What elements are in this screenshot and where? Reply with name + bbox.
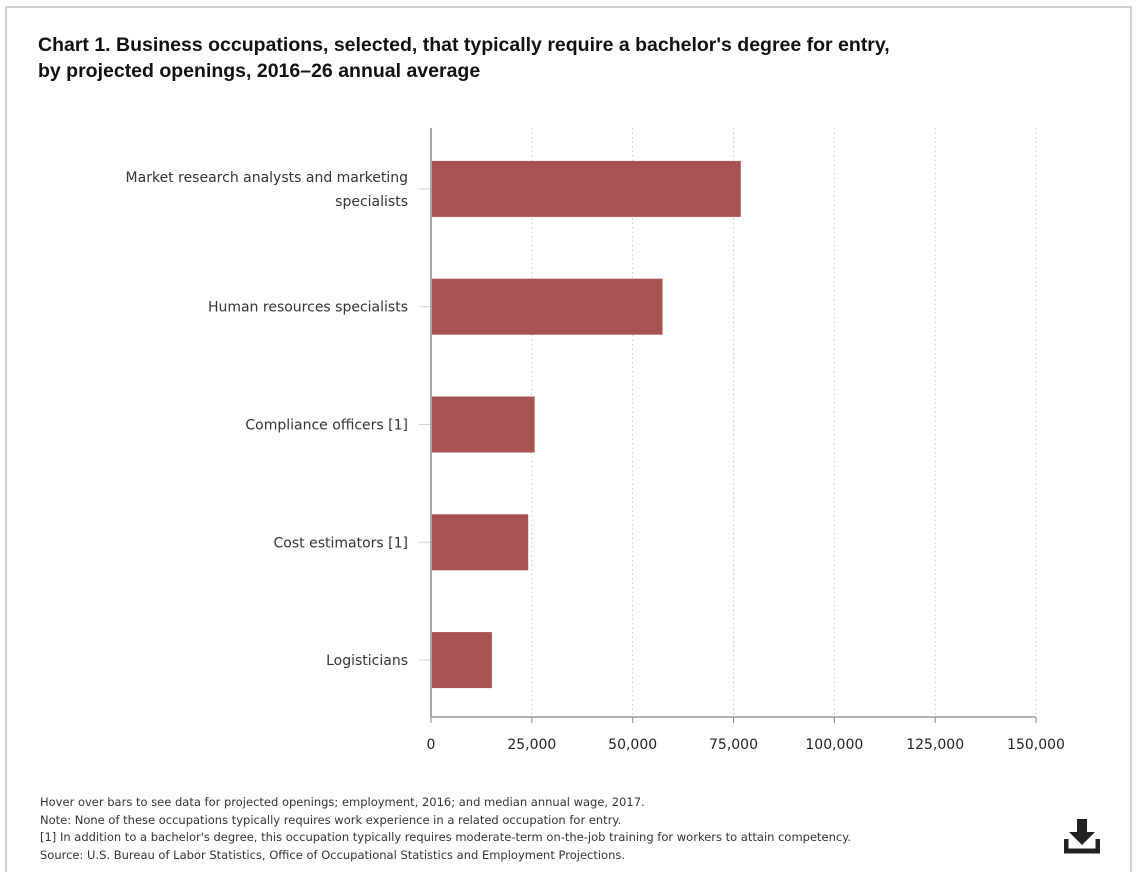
category-label: Cost estimators [1] — [274, 535, 408, 551]
category-label: Logisticians — [326, 653, 408, 669]
category-label-line: Logisticians — [326, 653, 408, 669]
axes — [419, 128, 1037, 723]
x-tick-label: 125,000 — [906, 737, 964, 753]
category-label-line: specialists — [335, 194, 408, 210]
category-label: Market research analysts and marketing sp… — [126, 170, 408, 210]
note-hover: Hover over bars to see data for projecte… — [40, 795, 645, 809]
bar[interactable] — [432, 632, 492, 689]
chart-title: Chart 1. Business occupations, selected,… — [38, 32, 1098, 84]
x-tick-label: 0 — [427, 737, 436, 753]
bar[interactable] — [432, 396, 535, 453]
tick-labels: 0 25,000 50,000 75,000 100,000 125,000 150,000 — [427, 737, 1065, 753]
bar[interactable] — [432, 278, 663, 335]
category-label: Human resources specialists — [208, 300, 408, 316]
category-label: Compliance officers [1] — [245, 418, 408, 434]
x-tick-label: 150,000 — [1007, 737, 1065, 753]
category-labels: Market research analysts and marketing sp… — [126, 170, 408, 669]
note-source: Source: U.S. Bureau of Labor Statistics,… — [40, 847, 626, 862]
note-footnote-1: [1] In addition to a bachelor's degree, … — [40, 830, 852, 844]
chart-title-line-2: by projected openings, 2016–26 annual av… — [38, 60, 481, 82]
note-experience: Note: None of these occupations typicall… — [40, 812, 622, 827]
category-label-line: Market research analysts and marketing — [126, 170, 408, 186]
x-tick-label: 25,000 — [507, 737, 556, 753]
grid-lines — [531, 128, 1037, 717]
download-icon-glyph — [1063, 819, 1101, 854]
chart-notes: Hover over bars to see data for projecte… — [40, 794, 1070, 864]
x-tick-label: 75,000 — [709, 737, 758, 753]
chart-frame — [5, 6, 1132, 872]
category-label-line: Cost estimators [1] — [274, 535, 408, 551]
bars — [432, 160, 741, 689]
download-icon[interactable] — [1063, 817, 1101, 855]
x-tick-label: 100,000 — [805, 737, 863, 753]
bar[interactable] — [432, 514, 529, 571]
x-tick-label: 50,000 — [608, 737, 657, 753]
category-label-line: Compliance officers [1] — [245, 418, 408, 434]
bar-chart: Market research analysts and marketing sp… — [126, 128, 1065, 753]
category-label-line: Human resources specialists — [208, 300, 408, 316]
bar[interactable] — [432, 160, 741, 217]
chart-title-line-1: Chart 1. Business occupations, selected,… — [38, 34, 890, 56]
